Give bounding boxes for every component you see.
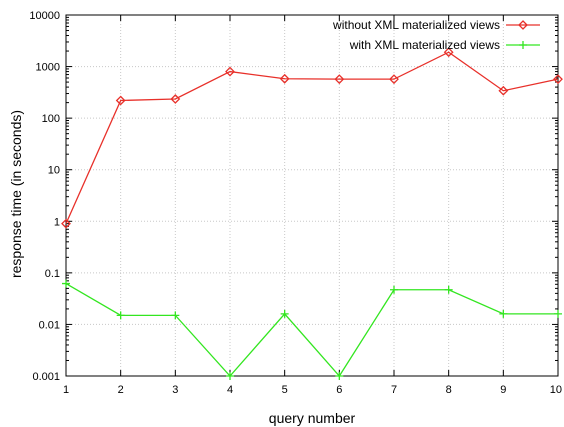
data-point [553, 74, 563, 85]
data-point [226, 372, 234, 380]
x-tick-label: 8 [446, 384, 452, 396]
x-tick-label: 4 [227, 384, 233, 396]
legend: without XML materialized views with XML m… [332, 18, 540, 52]
data-point [390, 285, 398, 294]
series-1 [61, 47, 563, 229]
data-point [334, 74, 345, 85]
data-point [61, 218, 71, 229]
data-point [115, 95, 126, 106]
y-axis-title: response time (in seconds) [8, 110, 24, 278]
y-tick-label: 0.01 [39, 319, 60, 331]
plot-area-frame [65, 14, 559, 377]
series-layer [61, 47, 563, 380]
legend-marker [518, 20, 528, 30]
x-tick-label: 3 [172, 384, 178, 396]
data-point [279, 73, 290, 84]
data-point [389, 74, 399, 85]
data-point [280, 309, 289, 318]
data-point [554, 309, 562, 318]
y-tick-label: 0.001 [32, 371, 60, 383]
series-2 [62, 279, 562, 380]
y-tick-label: 100 [42, 113, 60, 125]
y-tick-label: 10 [48, 165, 60, 177]
data-point [116, 311, 125, 320]
data-point [443, 47, 454, 58]
y-tick-label: 0.1 [45, 268, 60, 280]
x-tick-label: 6 [336, 384, 342, 396]
legend-label: with XML materialized views [349, 38, 500, 52]
y-tick-label: 10000 [29, 10, 60, 22]
grid-lines [66, 15, 558, 376]
series-line [65, 51, 559, 224]
data-point [62, 279, 70, 288]
x-tick-label: 7 [391, 384, 397, 396]
y-tick-label: 1 [54, 216, 60, 228]
data-point [171, 311, 180, 320]
x-tick-label: 2 [118, 384, 124, 396]
series-line [65, 283, 558, 378]
x-tick-label: 9 [500, 384, 506, 396]
legend-item: with XML materialized views [349, 38, 540, 52]
x-axis-title: query number [269, 410, 356, 426]
data-point [335, 372, 344, 380]
x-tick-label: 5 [282, 384, 288, 396]
x-tick-label: 1 [63, 384, 69, 396]
data-point [444, 285, 453, 294]
data-point [499, 309, 508, 318]
x-tick-label: 10 [550, 384, 562, 396]
data-point [170, 94, 181, 104]
legend-marker [519, 41, 527, 49]
data-point [498, 85, 509, 96]
y-tick-label: 1000 [36, 62, 60, 74]
legend-label: without XML materialized views [332, 18, 500, 32]
data-point [225, 66, 235, 77]
axis-ticks: 0.001 0.01 0.1 1 10 100 1000 10000 1 2 3 4 5 6 7 8 9 10 [29, 10, 562, 396]
legend-item: without XML materialized views [332, 18, 540, 32]
